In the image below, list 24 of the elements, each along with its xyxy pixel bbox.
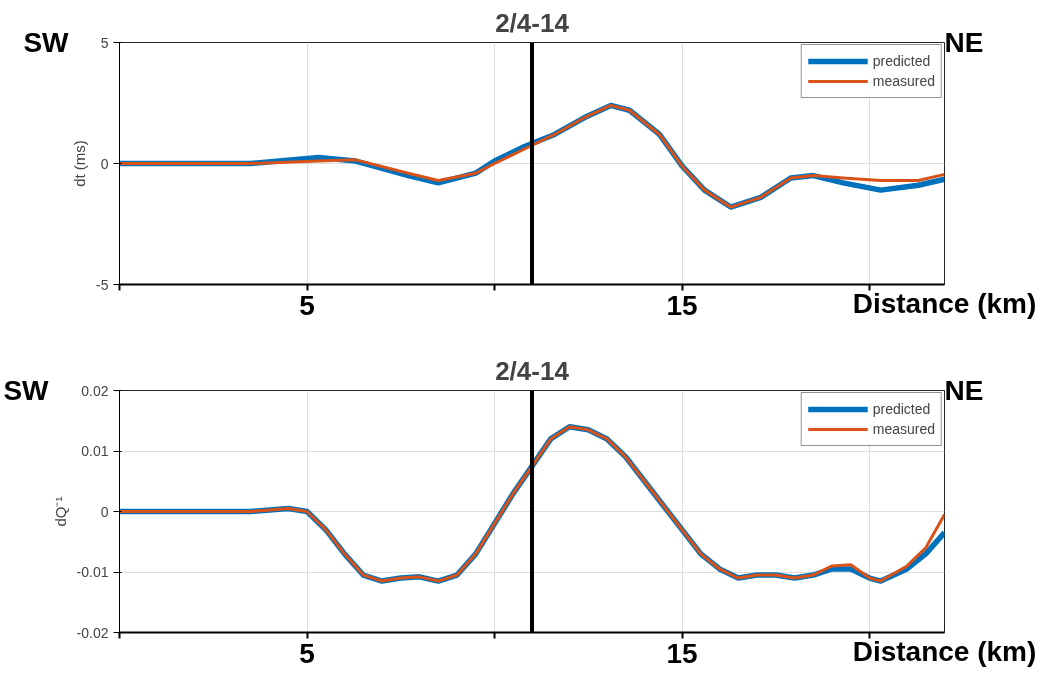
text: SW xyxy=(23,27,70,58)
chart-title: 2/4-14 xyxy=(495,355,570,386)
y-tick-label: 0 xyxy=(100,155,109,172)
legend-label: predicted xyxy=(872,401,931,417)
legend-label: predicted xyxy=(872,53,931,69)
chart-title: 2/4-14 xyxy=(495,7,570,38)
x-axis-title: Distance (km) xyxy=(852,635,1037,667)
x-tick-label: 15 xyxy=(666,637,698,669)
y-tick-label: 0.02 xyxy=(81,382,109,399)
y-axis-title: dQ⁻¹ xyxy=(51,496,69,527)
y-tick-label: 0 xyxy=(100,503,109,520)
annotation: NE xyxy=(944,27,984,58)
legend-label: measured xyxy=(872,421,935,437)
x-axis-title: Distance (km) xyxy=(852,287,1037,319)
x-tick-label: 15 xyxy=(666,289,698,321)
y-tick-label: 0.01 xyxy=(81,443,109,459)
annotation: NE xyxy=(944,375,984,406)
y-tick-label: -5 xyxy=(96,276,109,293)
y-axis-title: dt (ms) xyxy=(71,140,89,187)
y-tick-label: -0.01 xyxy=(76,564,109,580)
y-tick-label: -0.02 xyxy=(76,624,109,641)
legend-label: measured xyxy=(872,73,935,89)
text: SW xyxy=(3,375,50,406)
y-tick-label: 5 xyxy=(100,34,109,51)
